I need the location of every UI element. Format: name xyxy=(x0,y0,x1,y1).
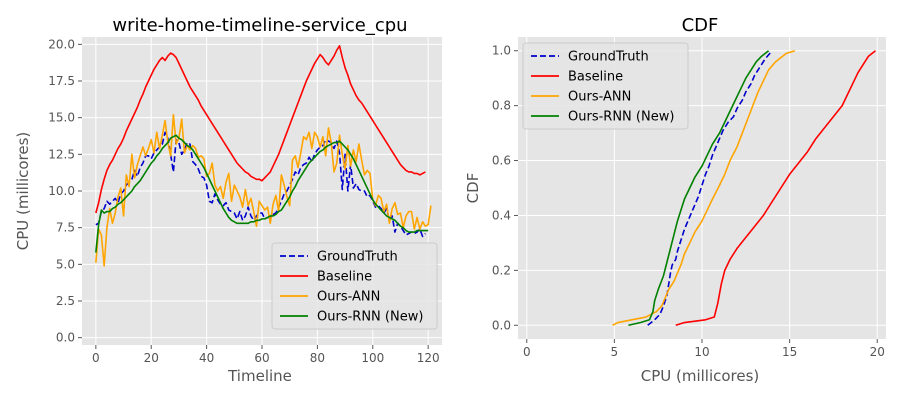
cdf-x-tick-label: 10 xyxy=(694,345,709,359)
timeline-legend-label: GroundTruth xyxy=(317,250,398,265)
cdf-legend-box xyxy=(522,42,689,130)
timeline-series-group xyxy=(95,44,432,267)
cdf-y-tick-label: 0.4 xyxy=(492,208,511,222)
cdf-chart-title: CDF xyxy=(682,15,719,36)
timeline-chart-title: write-home-timeline-service_cpu xyxy=(112,15,407,36)
timeline-y-tick-label: 17.5 xyxy=(48,74,75,88)
cdf-y-tick-label: 0.8 xyxy=(492,99,511,113)
cdf-series-ours-rnn-new xyxy=(628,50,770,327)
cdf-x-axis-label: CPU (millicores) xyxy=(641,367,760,385)
cdf-legend-label: Ours-ANN xyxy=(568,90,631,105)
timeline-x-tick-label: 20 xyxy=(144,351,159,365)
cdf-y-tick-label: 0.0 xyxy=(492,318,511,332)
timeline-chart: write-home-timeline-service_cpu 0 20 40 60 8… xyxy=(14,15,442,385)
timeline-y-tick-label: 2.5 xyxy=(56,294,75,308)
cdf-series-groundtruth xyxy=(647,50,773,326)
cdf-legend-label: GroundTruth xyxy=(568,50,649,65)
timeline-series-baseline xyxy=(95,44,426,214)
timeline-legend-label: Ours-ANN xyxy=(317,290,380,305)
cdf-x-tick-label: 20 xyxy=(870,345,885,359)
timeline-y-tick-label: 20.0 xyxy=(48,37,75,51)
cdf-y-tick-label: 0.6 xyxy=(492,154,511,168)
cdf-x-tick-label: 0 xyxy=(523,345,531,359)
timeline-legend-box xyxy=(271,242,438,330)
cdf-y-tick-label: 1.0 xyxy=(492,44,511,58)
timeline-y-tick-label: 10.0 xyxy=(48,184,75,198)
timeline-y-tick-label: 0.0 xyxy=(56,331,75,345)
cdf-series-baseline xyxy=(675,50,876,327)
cdf-x-tick-label: 5 xyxy=(611,345,619,359)
cdf-legend-label: Baseline xyxy=(568,70,623,85)
cdf-legend-label: Ours-RNN (New) xyxy=(568,110,674,125)
cdf-x-tick-label: 15 xyxy=(782,345,797,359)
timeline-y-ticks: 0.0 2.5 5.0 7.5 10.0 12.5 15.0 17.5 20.0 xyxy=(48,37,82,345)
cdf-y-tick-label: 0.2 xyxy=(492,263,511,277)
timeline-series-ours-rnn-new xyxy=(95,134,429,253)
cdf-series-ours-ann xyxy=(612,49,796,326)
timeline-x-tick-label: 80 xyxy=(310,351,325,365)
timeline-legend-label: Baseline xyxy=(317,270,372,285)
timeline-x-tick-label: 120 xyxy=(417,351,440,365)
cdf-y-axis-label: CDF xyxy=(464,173,482,204)
timeline-legend-label: Ours-RNN (New) xyxy=(317,310,423,325)
timeline-x-axis-label: Timeline xyxy=(227,367,292,385)
cdf-chart: CDF 0 5 10 15 20 0.0 0.2 0.4 0.6 0.8 1.0 CPU (mil… xyxy=(464,15,886,385)
timeline-y-tick-label: 7.5 xyxy=(56,221,75,235)
cdf-y-ticks: 0.0 0.2 0.4 0.6 0.8 1.0 xyxy=(492,44,518,332)
cdf-series-group xyxy=(612,49,876,327)
timeline-x-tick-label: 60 xyxy=(254,351,269,365)
timeline-x-tick-label: 0 xyxy=(92,351,100,365)
timeline-y-axis-label: CPU (millicores) xyxy=(14,132,32,251)
cdf-x-ticks: 0 5 10 15 20 xyxy=(523,339,885,359)
timeline-legend: GroundTruth Baseline Ours-ANN Ours-RNN (New… xyxy=(271,242,438,330)
timeline-x-ticks: 0 20 40 60 80 100 120 xyxy=(92,345,440,365)
timeline-x-tick-label: 40 xyxy=(199,351,214,365)
timeline-x-tick-label: 100 xyxy=(361,351,384,365)
timeline-y-tick-label: 12.5 xyxy=(48,147,75,161)
timeline-y-tick-label: 15.0 xyxy=(48,111,75,125)
timeline-y-tick-label: 5.0 xyxy=(56,257,75,271)
cdf-legend: GroundTruth Baseline Ours-ANN Ours-RNN (New… xyxy=(522,42,689,130)
